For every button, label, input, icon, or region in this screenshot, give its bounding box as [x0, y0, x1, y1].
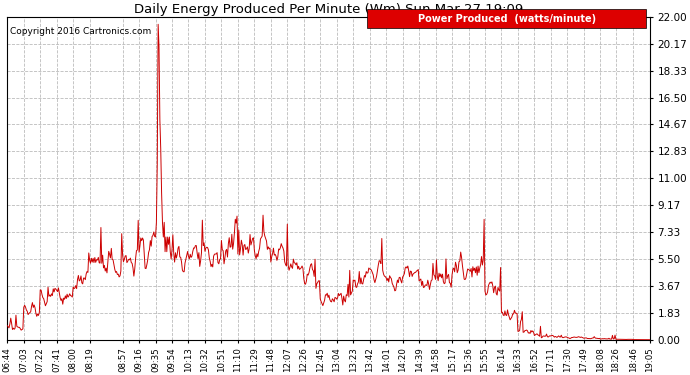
- Title: Daily Energy Produced Per Minute (Wm) Sun Mar 27 19:09: Daily Energy Produced Per Minute (Wm) Su…: [134, 3, 523, 16]
- Bar: [367, 9, 647, 28]
- Text: Copyright 2016 Cartronics.com: Copyright 2016 Cartronics.com: [10, 27, 152, 36]
- Text: Power Produced  (watts/minute): Power Produced (watts/minute): [417, 13, 596, 24]
